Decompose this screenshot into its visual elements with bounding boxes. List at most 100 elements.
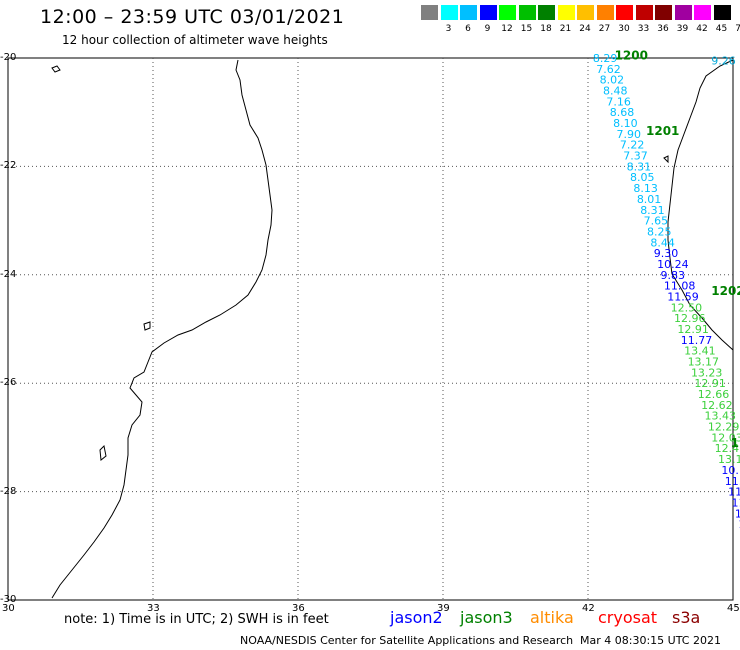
swh-value: 12.66 [698,388,730,401]
island-1 [51,65,61,73]
legend-swatch [635,5,653,20]
swh-value: 8.44 [650,236,675,249]
swh-value: 7.16 [606,95,631,108]
legend-label: 21 [559,24,572,34]
legend-swatch [499,5,516,20]
lat-tick-label: -24 [0,268,17,280]
island-4 [663,155,669,164]
legend-swatch [460,5,477,20]
lat-tick-label: -30 [0,594,17,605]
swh-value: 12.45 [715,442,740,455]
legend-swatch [616,5,633,20]
swh-value: 9.30 [654,247,679,260]
legend-swatch [518,5,536,20]
island-3 [143,321,151,331]
legend-swatch [421,5,438,20]
lat-tick-label: -28 [0,485,17,497]
swh-value: 8.68 [610,106,635,119]
satellite-name: jason2 [390,608,443,627]
swh-value: 12.96 [674,312,706,325]
africa-coastline [51,59,273,599]
swh-value: 8.31 [627,160,652,173]
satellite-name: altika [530,608,574,627]
swh-value: 8.13 [633,182,658,195]
legend-swatch [655,5,672,20]
swh-value: 7.62 [596,63,621,76]
legend-swatch [694,5,711,20]
pass-time-label: 1 [731,436,739,450]
swh-value: 11.77 [681,334,713,347]
swh-value: 8.31 [640,204,665,217]
pass-time-label: 1201 [646,124,679,138]
legend-label: 36 [657,24,669,34]
legend-label: 12 [501,24,513,34]
lon-tick-label: 39 [437,603,450,614]
swh-value: 8.02 [600,74,625,87]
legend-swatch [596,5,614,20]
legend-label: 70 [735,24,740,34]
legend-label: 45 [715,24,728,34]
swh-value: 10.24 [657,258,689,271]
swh-value: 11.13 [725,475,740,488]
swh-value: 11.54 [728,486,740,499]
satellite-name: cryosat [598,608,658,627]
island-2 [99,444,107,461]
lat-tick-label: -26 [0,377,17,389]
swh-value: 13.43 [704,410,736,423]
satellite-name: jason3 [460,608,513,627]
lat-tick-label: -22 [0,160,17,172]
swh-value: 8.01 [637,193,662,206]
swh-value: 8.48 [603,85,628,98]
footer-note: note: 1) Time is in UTC; 2) SWH is in fe… [64,612,329,627]
legend-label: 30 [618,24,630,34]
legend-swatch [713,5,731,20]
lat-tick-label: -20 [0,52,17,63]
swh-value: 11.59 [667,290,699,303]
swh-value: 8.10 [613,117,638,130]
swh-value: 7.37 [623,150,648,163]
graticule [8,58,733,600]
legend-label: 15 [520,24,533,34]
swh-value: 12.91 [694,377,726,390]
legend-label: 9 [484,24,491,34]
swh-value: 8.05 [630,171,655,184]
map-title: 12:00 – 23:59 UTC 03/01/2021 [40,6,345,28]
swh-value: 11.4 [738,518,740,531]
legend-label: 33 [637,24,650,34]
swh-value: 12.91 [677,323,709,336]
legend-label: 24 [579,24,591,34]
legend-swatch [538,5,555,20]
swh-value: 11.14 [732,496,740,509]
legend-swatch [479,5,497,20]
lon-tick-label: 30 [2,603,15,614]
swh-value: 9.83 [661,269,686,282]
legend-label: 39 [676,24,689,34]
swh-value: 7.90 [617,128,642,141]
swh-value: 8.29 [593,52,618,65]
swh-value: 8.25 [647,225,672,238]
lon-tick-label: 36 [292,603,305,614]
credit-timestamp: Mar 4 08:30:15 UTC 2021 [580,634,721,647]
legend-label: 27 [598,24,611,34]
swh-value: 13.17 [688,356,720,369]
legend-swatch [557,5,575,20]
swh-value: 12.03 [711,431,740,444]
swh-value: 10.18 [721,464,740,477]
swh-value: 9.26 [711,55,736,68]
swh-value: 7.22 [620,139,645,152]
swh-value: 12.62 [701,399,733,412]
swh-value: 13.41 [684,345,716,358]
lon-tick-label: 42 [582,603,595,614]
legend-swatch [440,5,458,20]
lon-tick-label: 33 [147,603,160,614]
satellite-name: s3a [672,608,701,627]
legend-label: 42 [696,24,708,34]
lon-tick-label: 45 [727,603,740,614]
swh-labels: 8.297.628.028.487.168.688.107.907.227.37… [593,48,740,531]
swh-value: 13.10 [718,453,740,466]
swh-value: 7.65 [644,215,669,228]
legend-label: 6 [465,24,471,34]
map-frame [7,57,734,601]
legend-label: 3 [445,24,452,34]
